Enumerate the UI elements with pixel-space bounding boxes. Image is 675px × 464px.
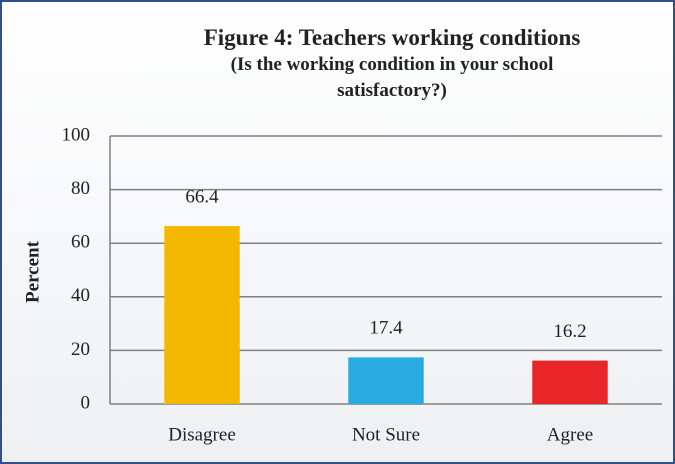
bar (348, 357, 424, 404)
y-axis-label: Percent (22, 240, 43, 303)
chart-title: Figure 4: Teachers working conditions (203, 25, 581, 50)
y-tick-label: 40 (71, 285, 90, 306)
data-label: 17.4 (369, 318, 403, 339)
y-tick-label: 60 (71, 232, 90, 253)
bar (164, 226, 240, 404)
bar (532, 360, 608, 404)
chart-subtitle: (Is the working condition in your school… (230, 54, 554, 101)
x-tick-label: Disagree (168, 424, 236, 445)
data-label: 16.2 (553, 321, 586, 342)
title-block: Figure 4: Teachers working conditions (I… (132, 24, 652, 104)
x-tick-label: Agree (547, 424, 593, 445)
x-tick-label: Not Sure (352, 424, 420, 445)
y-tick-label: 0 (81, 392, 91, 413)
y-tick-label: 100 (62, 124, 91, 145)
y-tick-label: 20 (71, 339, 90, 360)
y-tick-label: 80 (71, 178, 90, 199)
data-label: 66.4 (185, 186, 219, 207)
